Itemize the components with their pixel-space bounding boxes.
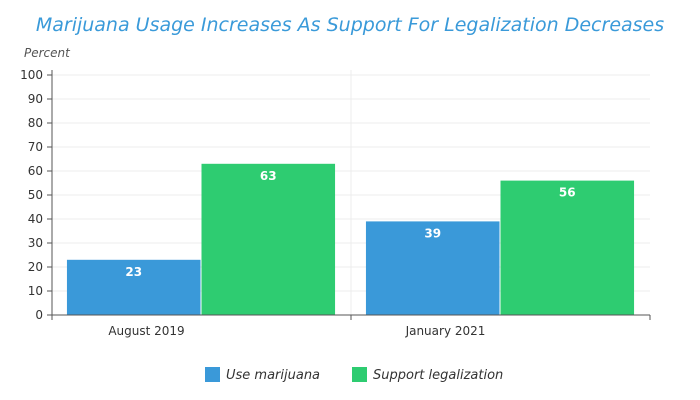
y-tick-label: 0 [35,308,43,322]
x-tick-label: August 2019 [108,324,184,338]
legend-swatch [352,367,367,382]
y-tick-label: 80 [28,116,43,130]
y-tick-label: 90 [28,92,43,106]
chart-title: Marijuana Usage Increases As Support For… [36,14,664,36]
y-tick-label: 40 [28,212,43,226]
legend-label: Use marijuana [226,368,320,383]
data-label: 56 [559,186,576,200]
y-tick-label: 100 [20,68,43,82]
y-tick-label: 10 [28,284,43,298]
data-label: 23 [125,265,142,279]
y-tick-label: 50 [28,188,43,202]
y-tick-label: 30 [28,236,43,250]
data-label: 63 [260,169,277,183]
legend: Use marijuana Support legalization [205,367,503,383]
x-tick-label: January 2021 [405,324,486,338]
bar [365,221,500,315]
data-label: 39 [424,226,441,240]
y-tick-label: 70 [28,140,43,154]
y-tick-label: 60 [28,164,43,178]
bar [201,163,336,315]
y-tick-label: 20 [28,260,43,274]
bar [500,180,635,315]
legend-label: Support legalization [373,368,503,383]
bar [66,259,201,315]
axes: 0 10 20 30 40 50 60 70 80 90 100 August 2019 January… [20,68,651,338]
y-axis-label: Percent [24,46,71,60]
bars: 23 63 39 56 [66,163,635,315]
legend-swatch [205,367,220,382]
